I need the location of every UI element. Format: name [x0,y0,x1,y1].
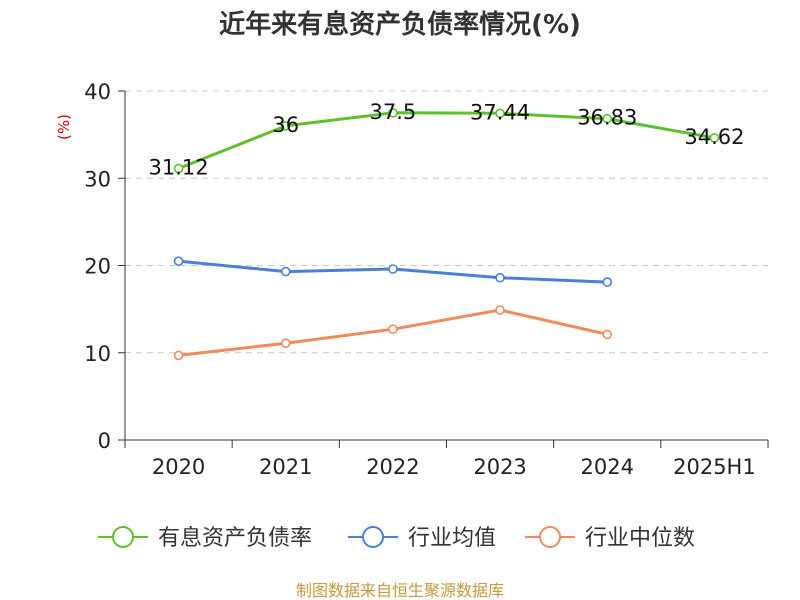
legend-marker-1 [362,526,384,548]
legend-label: 有息资产负债率 [158,526,312,551]
legend: 有息资产负债率 行业均值 行业中位数 [98,526,695,551]
y-tick-label: 30 [84,167,111,191]
series-0-point [280,121,291,131]
x-tick-label: 2020 [152,455,205,479]
grid-layer [125,90,768,354]
series-2-point [280,338,291,348]
legend-marker-0 [112,526,134,548]
series-1-point [280,266,291,277]
series-2-point [602,329,613,340]
series-1-point [173,256,184,266]
chart-title: 近年来有息资产负债率情况(%) [219,9,581,40]
series-line-0 [178,111,715,170]
series-0-point [388,108,398,118]
data-label: 34.62 [684,125,744,149]
data-label: 36.83 [577,106,637,130]
axis-layer: 0 10 20 30 40 2020 2021 2022 2023 2024 2025H1 [84,80,769,479]
x-tick-label: 2021 [259,455,312,479]
x-tick-label: 2025H1 [673,455,756,479]
legend-label: 行业中位数 [585,526,695,551]
source-note: 制图数据来自恒生聚源数据库 [296,581,504,600]
series-0-point [173,163,184,174]
legend-label: 行业均值 [408,526,496,551]
data-label: 36 [272,113,299,137]
data-label-layer: 31.12 36 37.5 37.44 36.83 34.62 [149,100,745,180]
series-0-point [602,113,613,124]
series-1-point [388,264,398,274]
data-label: 31.12 [149,155,209,179]
series-0-point [709,133,720,143]
y-tick-label: 20 [84,255,111,279]
series-2-point [173,350,184,361]
x-tick-label: 2022 [366,455,419,479]
series-0-point [495,108,505,119]
series-1-point [602,277,613,287]
series-2-point [495,305,505,315]
series-2-point [388,324,398,334]
series-1-point [495,272,505,283]
y-axis-label: (%) [55,114,73,140]
y-tick-label: 10 [84,342,111,366]
y-tick-label: 40 [84,80,111,104]
y-tick-label: 0 [98,429,111,453]
data-label: 37.5 [370,100,417,124]
legend-marker-2 [539,526,561,548]
x-tick-label: 2023 [473,455,526,479]
series-layer [173,108,720,361]
data-label: 37.44 [470,100,530,124]
x-tick-label: 2024 [581,455,634,479]
